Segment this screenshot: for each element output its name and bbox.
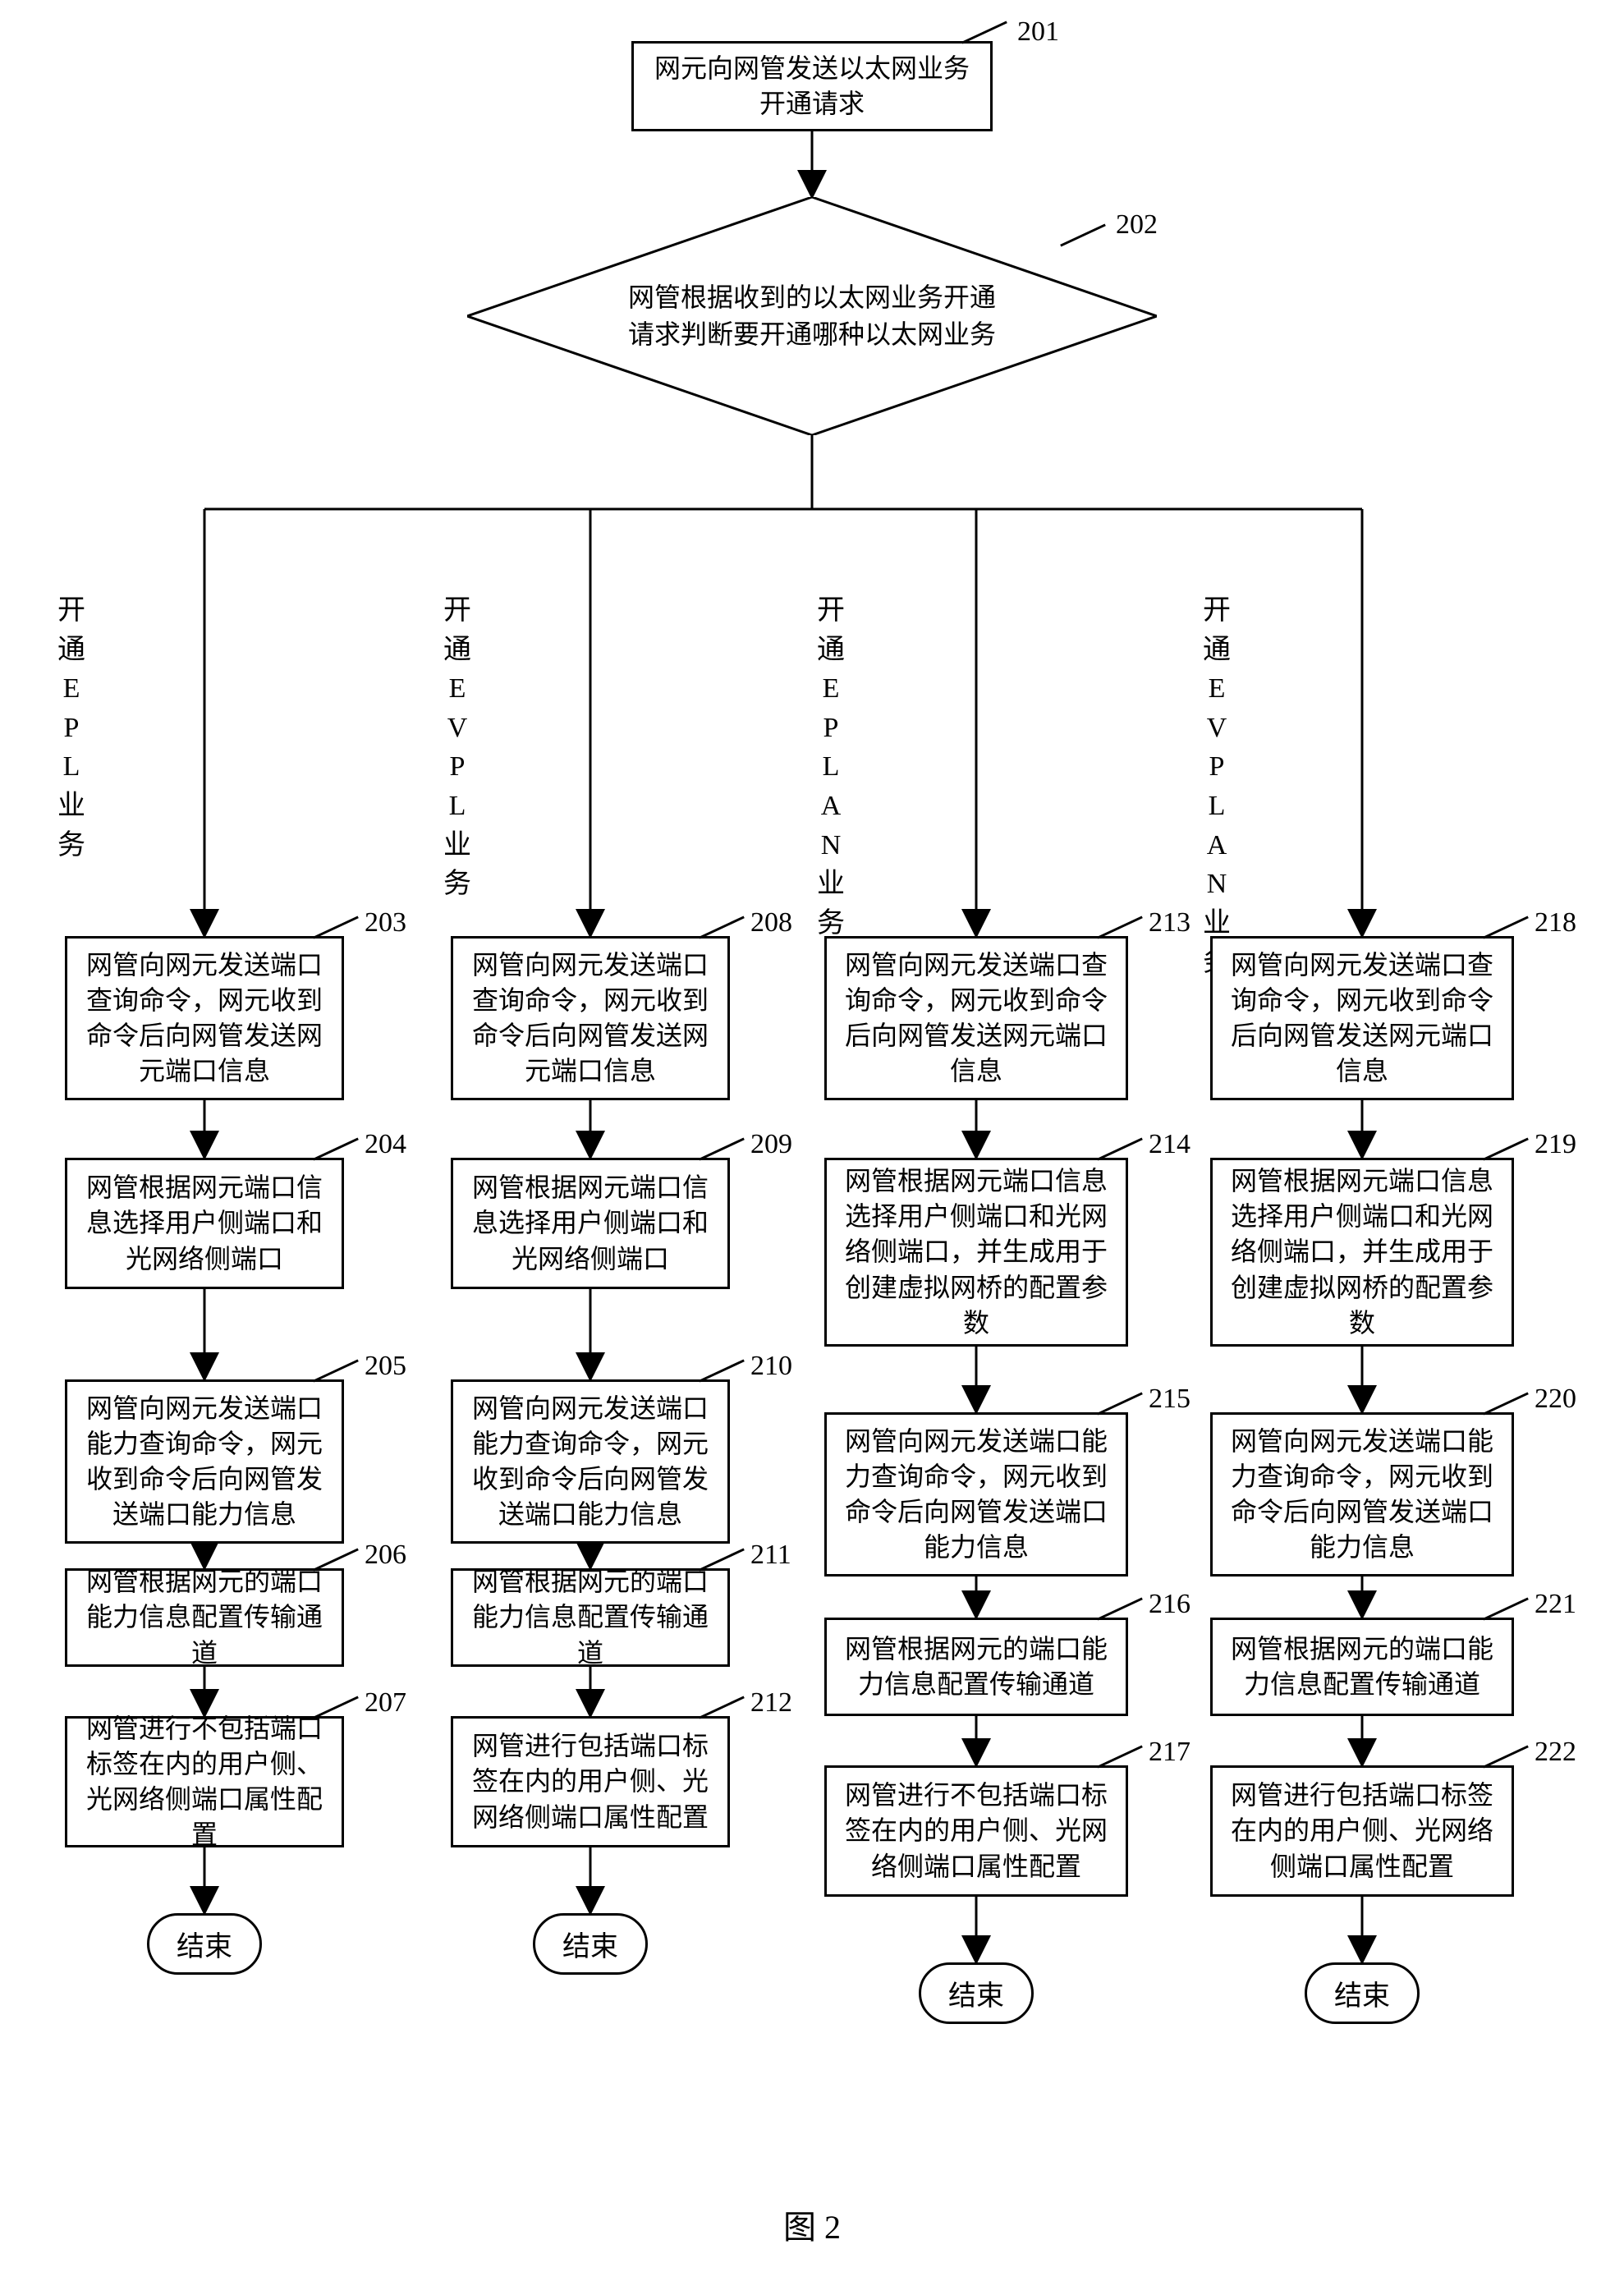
step-num: 222: [1535, 1737, 1576, 1768]
step-box: 网管根据网元的端口能力信息配置传输通道: [65, 1568, 344, 1667]
step-box: 网管向网元发送端口查询命令，网元收到命令后向网管发送网元端口信息: [65, 936, 344, 1100]
step-box: 网管向网元发送端口查询命令，网元收到命令后向网管发送网元端口信息: [824, 936, 1128, 1100]
step-num: 209: [750, 1129, 792, 1160]
terminator: 结束: [147, 1913, 262, 1975]
step-box: 网管根据网元端口信息选择用户侧端口和光网络侧端口，并生成用于创建虚拟网桥的配置参…: [824, 1158, 1128, 1347]
figure-caption: 图 2: [16, 2201, 1608, 2248]
step-num: 208: [750, 907, 792, 939]
branch-label: 开通EPL业务: [57, 591, 86, 865]
step-box: 网管向网元发送端口能力查询命令，网元收到命令后向网管发送端口能力信息: [824, 1412, 1128, 1577]
step-box: 网管向网元发送端口查询命令，网元收到命令后向网管发送网元端口信息: [1210, 936, 1514, 1100]
step-box: 网管根据网元端口信息选择用户侧端口和光网络侧端口: [451, 1158, 730, 1289]
start-box: 网元向网管发送以太网业务开通请求: [631, 41, 993, 131]
step-box: 网管向网元发送端口能力查询命令，网元收到命令后向网管发送端口能力信息: [1210, 1412, 1514, 1577]
step-box: 网管进行包括端口标签在内的用户侧、光网络侧端口属性配置: [451, 1716, 730, 1847]
step-box: 网管根据网元的端口能力信息配置传输通道: [451, 1568, 730, 1667]
step-num: 220: [1535, 1384, 1576, 1415]
step-box: 网管根据网元的端口能力信息配置传输通道: [1210, 1618, 1514, 1716]
step-box: 网管进行不包括端口标签在内的用户侧、光网络侧端口属性配置: [65, 1716, 344, 1847]
step-num: 212: [750, 1687, 792, 1719]
step-num: 207: [365, 1687, 406, 1719]
terminator: 结束: [1305, 1962, 1420, 2024]
step-box: 网管根据网元端口信息选择用户侧端口和光网络侧端口: [65, 1158, 344, 1289]
step-num: 213: [1149, 907, 1190, 939]
step-box: 网管进行不包括端口标签在内的用户侧、光网络侧端口属性配置: [824, 1765, 1128, 1897]
label-201: 201: [1017, 16, 1059, 48]
step-box: 网管向网元发送端口查询命令，网元收到命令后向网管发送网元端口信息: [451, 936, 730, 1100]
step-num: 211: [750, 1540, 791, 1571]
terminator: 结束: [533, 1913, 648, 1975]
branch-label: 开通EVPL业务: [443, 591, 472, 904]
terminator: 结束: [919, 1962, 1034, 2024]
step-box: 网管根据网元端口信息选择用户侧端口和光网络侧端口，并生成用于创建虚拟网桥的配置参…: [1210, 1158, 1514, 1347]
step-box: 网管进行包括端口标签在内的用户侧、光网络侧端口属性配置: [1210, 1765, 1514, 1897]
branch-label: 开通EPLAN业务: [816, 591, 846, 943]
label-202: 202: [1116, 209, 1158, 241]
step-box: 网管向网元发送端口能力查询命令，网元收到命令后向网管发送端口能力信息: [451, 1379, 730, 1544]
step-num: 203: [365, 907, 406, 939]
step-num: 218: [1535, 907, 1576, 939]
step-num: 204: [365, 1129, 406, 1160]
step-num: 215: [1149, 1384, 1190, 1415]
step-num: 219: [1535, 1129, 1576, 1160]
step-num: 206: [365, 1540, 406, 1571]
step-num: 210: [750, 1351, 792, 1382]
step-box: 网管根据网元的端口能力信息配置传输通道: [824, 1618, 1128, 1716]
decision-diamond: 网管根据收到的以太网业务开通请求判断要开通哪种以太网业务: [467, 197, 1157, 435]
branch-label: 开通EVPLAN业务: [1202, 591, 1232, 982]
step-num: 205: [365, 1351, 406, 1382]
step-box: 网管向网元发送端口能力查询命令，网元收到命令后向网管发送端口能力信息: [65, 1379, 344, 1544]
step-num: 217: [1149, 1737, 1190, 1768]
step-num: 221: [1535, 1589, 1576, 1620]
step-num: 216: [1149, 1589, 1190, 1620]
step-num: 214: [1149, 1129, 1190, 1160]
